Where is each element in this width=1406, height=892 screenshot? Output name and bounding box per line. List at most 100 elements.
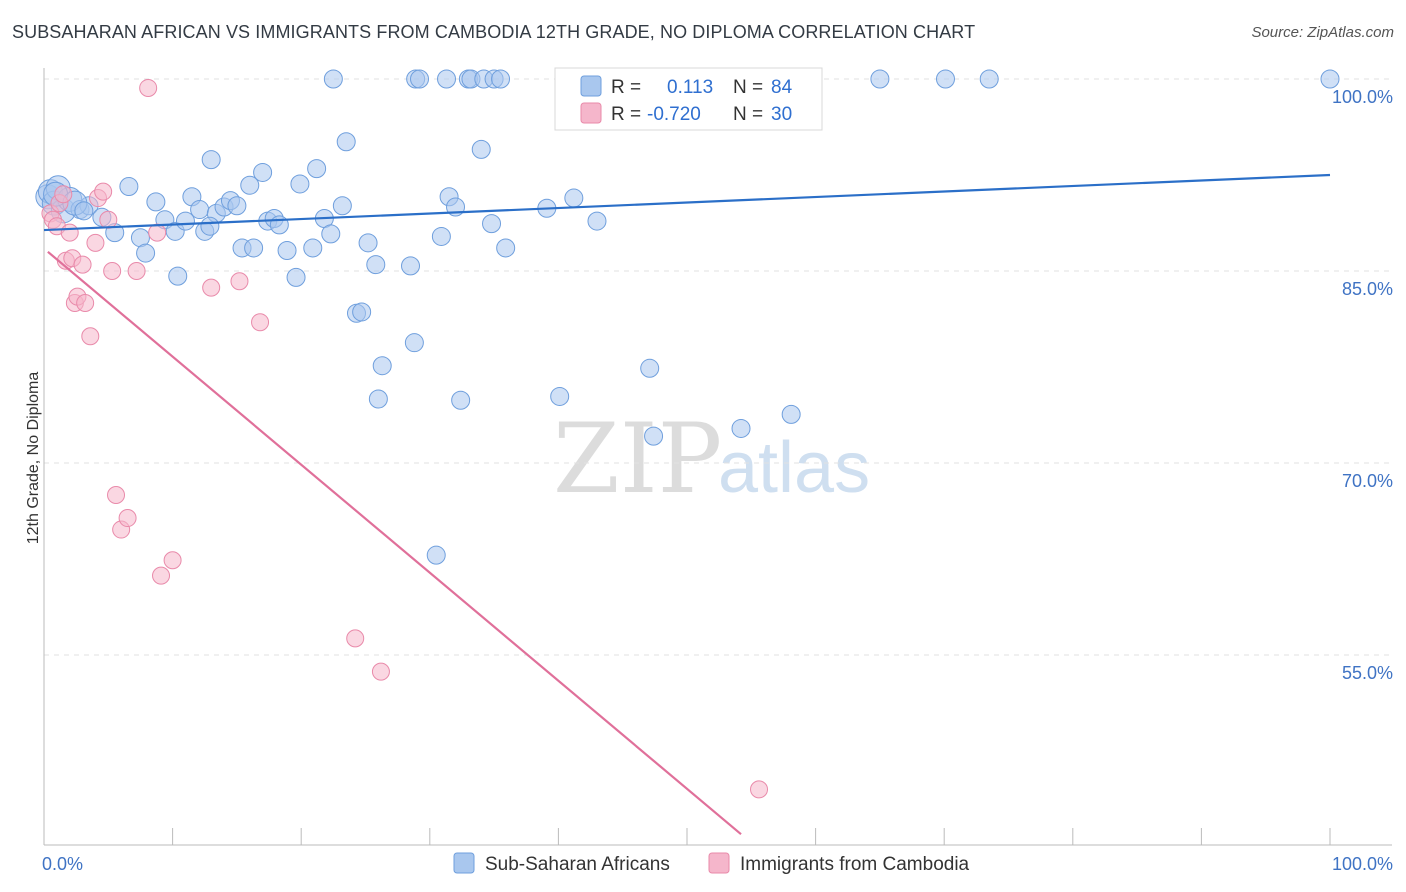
legend-r-label-2: R = xyxy=(611,104,641,125)
point-sub-saharan-63 xyxy=(482,214,502,234)
point-sub-saharan-13 xyxy=(146,192,166,212)
point-sub-saharan-25 xyxy=(227,196,247,216)
bottom-legend-label-1: Sub-Saharan Africans xyxy=(485,854,670,875)
point-cambodia-28 xyxy=(251,313,270,332)
point-sub-saharan-58 xyxy=(451,390,471,410)
point-sub-saharan-27 xyxy=(244,238,264,258)
trend-line-cambodia xyxy=(47,250,742,836)
point-sub-saharan-12 xyxy=(136,243,156,263)
point-sub-saharan-44 xyxy=(352,302,372,322)
y-axis-label: 12th Grade, No Diploma xyxy=(25,372,42,545)
y-tick-label-55: 55.0% xyxy=(1342,663,1393,683)
point-cambodia-16 xyxy=(99,210,118,229)
point-cambodia-4 xyxy=(54,185,73,204)
x-tick-label-0: 0.0% xyxy=(42,854,83,874)
point-sub-saharan-28 xyxy=(240,175,260,195)
point-sub-saharan-10 xyxy=(119,177,139,197)
point-sub-saharan-52 xyxy=(410,69,430,89)
point-sub-saharan-83 xyxy=(200,216,220,236)
watermark-atlas: atlas xyxy=(718,428,870,508)
point-cambodia-13 xyxy=(86,233,105,252)
correlation-legend: R = 0.113 N = 84 R = -0.720 N = 30 xyxy=(554,67,823,131)
point-sub-saharan-40 xyxy=(323,69,343,89)
point-sub-saharan-65 xyxy=(491,69,511,89)
point-sub-saharan-42 xyxy=(336,132,356,152)
point-sub-saharan-19 xyxy=(190,200,210,220)
point-sub-saharan-34 xyxy=(286,267,306,287)
point-cambodia-17 xyxy=(103,262,122,280)
point-sub-saharan-37 xyxy=(307,159,327,179)
point-sub-saharan-17 xyxy=(175,211,195,231)
point-sub-saharan-21 xyxy=(201,150,221,170)
legend-r-label-1: R = xyxy=(611,77,641,98)
y-tick-label-100: 100.0% xyxy=(1332,87,1393,107)
series-cambodia-points xyxy=(41,78,769,799)
point-sub-saharan-61 xyxy=(471,139,491,159)
legend-n-value-2: 30 xyxy=(771,104,792,125)
point-sub-saharan-16 xyxy=(168,266,188,286)
point-sub-saharan-47 xyxy=(368,389,388,409)
y-tick-label-85: 85.0% xyxy=(1342,279,1393,299)
grid-lines xyxy=(44,78,1392,656)
y-tick-label-70: 70.0% xyxy=(1342,471,1393,491)
point-cambodia-6 xyxy=(60,223,79,242)
point-sub-saharan-82 xyxy=(74,201,94,221)
point-sub-saharan-29 xyxy=(253,162,273,182)
point-cambodia-21 xyxy=(127,262,146,280)
point-sub-saharan-41 xyxy=(332,196,352,216)
legend-n-value-1: 84 xyxy=(771,77,793,98)
point-sub-saharan-54 xyxy=(431,226,451,246)
point-sub-saharan-79 xyxy=(1320,69,1340,89)
axes xyxy=(43,68,1392,846)
point-sub-saharan-48 xyxy=(372,356,392,376)
point-cambodia-27 xyxy=(230,272,249,291)
point-sub-saharan-72 xyxy=(640,358,660,378)
y-tick-labels: 100.0% 85.0% 70.0% 55.0% xyxy=(1332,87,1393,683)
point-sub-saharan-68 xyxy=(550,386,570,406)
point-sub-saharan-36 xyxy=(303,238,323,258)
point-cambodia-24 xyxy=(152,566,171,585)
bottom-legend-swatch-pink xyxy=(708,852,730,874)
point-sub-saharan-69 xyxy=(564,188,584,208)
point-cambodia-20 xyxy=(118,509,137,528)
point-cambodia-12 xyxy=(81,327,100,346)
point-sub-saharan-70 xyxy=(587,211,607,231)
point-sub-saharan-39 xyxy=(321,224,341,244)
source-credit: Source: ZipAtlas.com xyxy=(1251,24,1394,41)
point-cambodia-25 xyxy=(163,551,182,570)
point-cambodia-22 xyxy=(139,78,158,97)
legend-n-label-2: N = xyxy=(733,104,763,125)
point-cambodia-31 xyxy=(750,780,769,799)
bottom-legend-label-2: Immigrants from Cambodia xyxy=(740,854,970,875)
x-tick-label-100: 100.0% xyxy=(1332,854,1393,874)
trend-lines xyxy=(43,173,1331,836)
point-sub-saharan-50 xyxy=(404,333,424,353)
point-cambodia-23 xyxy=(148,223,167,242)
legend-r-value-2: -0.720 xyxy=(647,104,701,125)
point-cambodia-15 xyxy=(94,182,113,201)
legend-swatch-blue xyxy=(580,75,602,97)
point-sub-saharan-45 xyxy=(358,233,378,253)
point-sub-saharan-77 xyxy=(935,69,955,89)
point-sub-saharan-73 xyxy=(644,426,664,446)
series-legend: Sub-Saharan Africans Immigrants from Cam… xyxy=(453,852,970,875)
x-tick-labels: 0.0% 100.0% xyxy=(42,854,1393,874)
point-sub-saharan-76 xyxy=(870,69,890,89)
point-sub-saharan-55 xyxy=(437,69,457,89)
point-cambodia-18 xyxy=(107,486,126,504)
point-cambodia-26 xyxy=(202,278,221,297)
watermark-zip: ZIP xyxy=(553,403,722,515)
point-cambodia-10 xyxy=(73,255,92,274)
point-sub-saharan-78 xyxy=(979,69,999,89)
bottom-legend-swatch-blue xyxy=(453,852,475,874)
point-sub-saharan-33 xyxy=(277,241,297,261)
point-sub-saharan-35 xyxy=(290,174,310,194)
point-cambodia-29 xyxy=(346,629,365,648)
point-sub-saharan-46 xyxy=(366,255,386,275)
point-sub-saharan-66 xyxy=(496,238,516,258)
legend-swatch-pink xyxy=(580,102,602,124)
point-sub-saharan-49 xyxy=(401,256,421,276)
point-sub-saharan-75 xyxy=(781,404,801,424)
point-sub-saharan-53 xyxy=(426,545,446,565)
